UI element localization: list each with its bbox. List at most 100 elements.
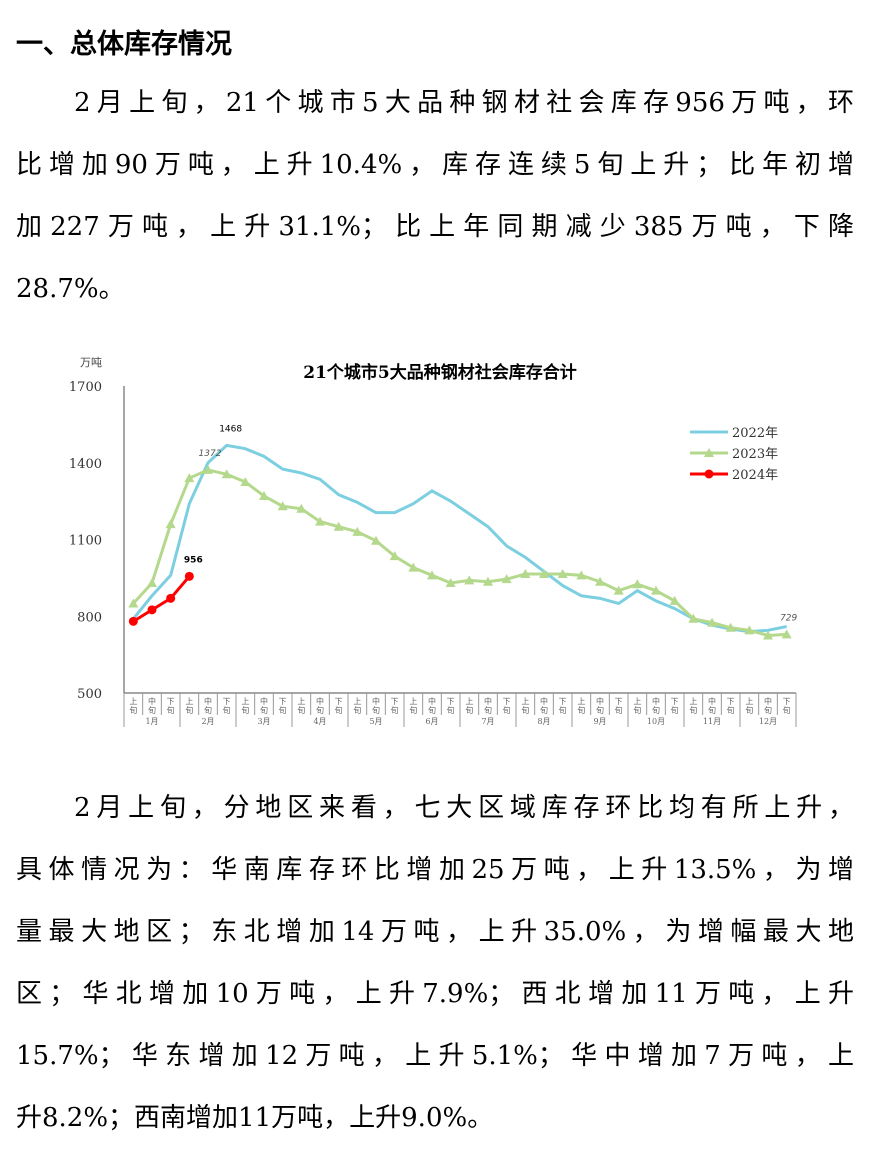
data-point-triangle — [688, 613, 699, 623]
x-period-label: 下 — [223, 697, 231, 706]
data-label: 956 — [184, 555, 203, 565]
y-axis-unit: 万吨 — [80, 356, 102, 369]
x-period-label: 旬 — [353, 705, 361, 715]
x-period-label: 旬 — [540, 705, 548, 715]
x-period-label: 中 — [428, 696, 436, 706]
paragraph-line: 加227万吨，上升31.1%；比上年同期减少385万吨，下降 — [16, 212, 854, 242]
y-tick-label: 1400 — [69, 457, 102, 472]
x-month-label: 11月 — [703, 717, 721, 726]
data-point-triangle — [389, 551, 400, 561]
paragraph-regional-inventory: 2月上旬，分地区来看，七大区域库存环比均有所上升， 具体情况为：华南库存环比增加2… — [16, 777, 854, 1149]
x-period-label: 旬 — [148, 705, 156, 715]
x-period-label: 下 — [615, 697, 623, 706]
chart-title: 21个城市5大品种钢材社会库存合计 — [303, 362, 577, 383]
x-period-label: 下 — [279, 697, 287, 706]
x-period-label: 上 — [297, 697, 305, 706]
x-period-label: 中 — [372, 696, 380, 706]
data-point-triangle — [333, 521, 344, 531]
paragraph-line: 区；华北增加10万吨，上升7.9%；西北增加11万吨，上升 — [16, 979, 854, 1009]
x-month-label: 4月 — [313, 717, 326, 726]
x-period-label: 旬 — [708, 705, 716, 715]
x-period-label: 上 — [241, 697, 249, 706]
data-point-triangle — [240, 476, 251, 486]
x-period-label: 上 — [465, 697, 473, 706]
series-line-2024年 — [132, 575, 191, 623]
section-heading: 一、总体库存情况 — [16, 29, 232, 60]
data-point-triangle — [427, 570, 437, 580]
x-period-label: 下 — [671, 697, 679, 706]
x-month-label: 5月 — [369, 717, 382, 726]
data-point-triangle — [501, 574, 512, 584]
x-period-label: 下 — [783, 697, 791, 706]
x-period-label: 旬 — [559, 705, 567, 715]
x-month-label: 1月 — [145, 717, 158, 726]
data-point-triangle — [651, 585, 661, 595]
y-tick-label: 1700 — [69, 380, 102, 395]
data-label: 1372 — [199, 449, 222, 459]
x-period-label: 中 — [652, 696, 660, 706]
paragraph-line: 升8.2%；西南增加11万吨，上升9.0%。 — [16, 1103, 494, 1133]
data-point-triangle — [352, 526, 363, 536]
data-label: 1468 — [219, 424, 242, 434]
data-point-triangle — [277, 501, 288, 511]
paragraph-line: 2月上旬，分地区来看，七大区域库存环比均有所上升， — [74, 793, 854, 823]
paragraph-line: 28.7%。 — [16, 274, 125, 304]
data-point-circle — [128, 616, 138, 626]
x-period-label: 旬 — [783, 705, 791, 715]
x-period-label: 旬 — [223, 705, 231, 715]
x-period-label: 中 — [708, 696, 716, 706]
x-period-label: 中 — [540, 696, 548, 706]
data-point-triangle — [483, 576, 493, 586]
x-period-label: 旬 — [297, 705, 305, 715]
x-period-label: 旬 — [689, 705, 697, 715]
x-period-label: 中 — [316, 696, 324, 706]
data-point-triangle — [259, 491, 269, 501]
x-period-label: 旬 — [615, 705, 623, 715]
data-point-triangle — [147, 577, 157, 587]
legend-marker-circle — [704, 469, 714, 479]
data-point-triangle — [445, 577, 456, 587]
data-point-triangle — [557, 569, 568, 579]
x-period-label: 上 — [689, 697, 697, 706]
x-period-label: 旬 — [577, 705, 585, 715]
y-tick-label: 800 — [77, 610, 102, 625]
series-line-2023年 — [132, 468, 787, 637]
x-month-label: 12月 — [759, 717, 777, 726]
legend-label: 2022年 — [732, 426, 778, 441]
data-point-triangle — [613, 585, 624, 595]
x-period-label: 下 — [447, 697, 455, 706]
x-period-label: 下 — [727, 697, 735, 706]
series-line-2022年 — [132, 443, 787, 634]
data-label: 729 — [780, 613, 797, 623]
x-period-label: 旬 — [465, 705, 473, 715]
data-point-triangle — [128, 598, 139, 608]
data-point-triangle — [203, 464, 213, 474]
paragraph-line: 15.7%；华东增加12万吨，上升5.1%；华中增加7万吨，上 — [16, 1041, 854, 1071]
x-period-label: 上 — [633, 697, 641, 706]
x-period-label: 旬 — [671, 705, 679, 715]
x-period-label: 下 — [559, 697, 567, 706]
x-period-label: 上 — [185, 697, 193, 706]
x-period-label: 上 — [745, 697, 753, 706]
x-period-label: 旬 — [335, 705, 343, 715]
data-point-triangle — [221, 469, 232, 479]
x-month-label: 6月 — [425, 717, 438, 726]
x-period-label: 旬 — [167, 705, 175, 715]
x-period-label: 中 — [484, 696, 492, 706]
x-period-label: 旬 — [241, 705, 249, 715]
paragraph-total-inventory: 2月上旬，21个城市5大品种钢材社会库存956万吨，环 比增加90万吨，上升10.… — [16, 72, 854, 320]
x-period-label: 上 — [129, 697, 137, 706]
x-month-label: 9月 — [593, 717, 606, 726]
paragraph-line: 具体情况为：华南库存环比增加25万吨，上升13.5%，为增 — [16, 855, 854, 885]
data-point-triangle — [539, 569, 549, 579]
data-point-circle — [147, 605, 157, 615]
data-point-triangle — [744, 625, 755, 635]
x-period-label: 中 — [596, 696, 604, 706]
y-tick-label: 1100 — [69, 534, 102, 549]
data-point-triangle — [632, 579, 643, 589]
data-point-triangle — [725, 622, 736, 632]
y-tick-label: 500 — [77, 687, 102, 702]
paragraph-line: 量最大地区；东北增加14万吨，上升35.0%，为增幅最大地 — [16, 917, 854, 947]
x-period-label: 旬 — [633, 705, 641, 715]
data-point-triangle — [781, 629, 792, 639]
